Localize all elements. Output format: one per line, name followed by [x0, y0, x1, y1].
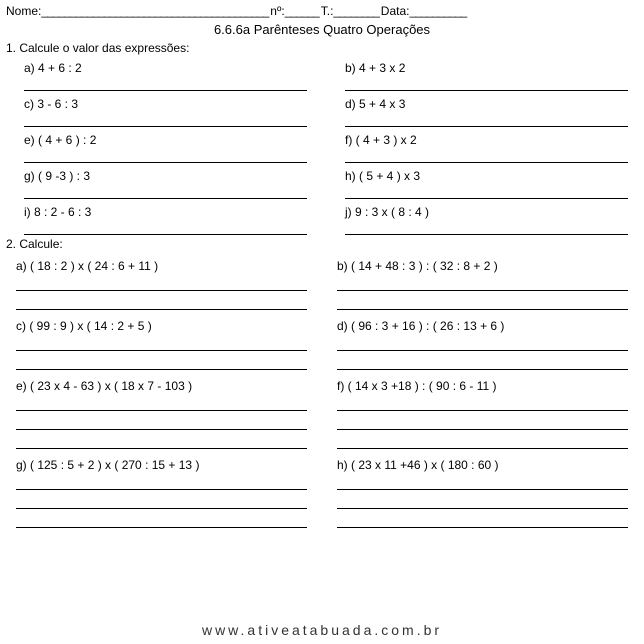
answer-line[interactable] — [337, 294, 628, 310]
answer-line[interactable] — [345, 149, 628, 163]
num-underline: ______ — [285, 4, 319, 18]
answer-line[interactable] — [16, 433, 307, 449]
header-fields: Nome: __________________________________… — [0, 0, 644, 20]
nome-underline: ________________________________________ — [41, 4, 268, 18]
answer-line[interactable] — [16, 395, 307, 411]
answer-line[interactable] — [337, 395, 628, 411]
answer-line[interactable] — [16, 414, 307, 430]
problem-text: d) ( 96 : 3 + 16 ) : ( 26 : 13 + 6 ) — [337, 313, 628, 335]
problem-col: a) 4 + 6 : 2 — [16, 57, 307, 93]
page-title: 6.6.6a Parênteses Quatro Operações — [0, 20, 644, 41]
problem-col: g) ( 9 -3 ) : 3 — [16, 165, 307, 201]
nome-label: Nome: — [6, 4, 41, 18]
problem-row: a) ( 18 : 2 ) x ( 24 : 6 + 11 ) b) ( 14 +… — [16, 253, 628, 313]
t-underline: ________ — [333, 4, 378, 18]
answer-line[interactable] — [337, 474, 628, 490]
problem-row: g) ( 125 : 5 + 2 ) x ( 270 : 15 + 13 ) h)… — [16, 452, 628, 531]
footer-url: www.ativeatabuada.com.br — [0, 622, 644, 638]
problem-row: e) ( 23 x 4 - 63 ) x ( 18 x 7 - 103 ) f) … — [16, 373, 628, 452]
section1-instruction: 1. Calcule o valor das expressões: — [0, 41, 644, 57]
problem-text: d) 5 + 4 x 3 — [337, 93, 628, 113]
problem-col: f) ( 4 + 3 ) x 2 — [337, 129, 628, 165]
problem-col: e) ( 4 + 6 ) : 2 — [16, 129, 307, 165]
t-field[interactable]: T.: ________ — [321, 4, 379, 18]
answer-line[interactable] — [16, 354, 307, 370]
answer-line[interactable] — [337, 275, 628, 291]
problem-col: h) ( 5 + 4 ) x 3 — [337, 165, 628, 201]
problem-text: a) ( 18 : 2 ) x ( 24 : 6 + 11 ) — [16, 253, 307, 275]
problem-text: i) 8 : 2 - 6 : 3 — [16, 201, 307, 221]
answer-line[interactable] — [16, 512, 307, 528]
problem-row: i) 8 : 2 - 6 : 3 j) 9 : 3 x ( 8 : 4 ) — [16, 201, 628, 237]
problem-col: i) 8 : 2 - 6 : 3 — [16, 201, 307, 237]
problem-text: b) ( 14 + 48 : 3 ) : ( 32 : 8 + 2 ) — [337, 253, 628, 275]
problem-col: g) ( 125 : 5 + 2 ) x ( 270 : 15 + 13 ) — [16, 452, 307, 531]
problem-col: d) 5 + 4 x 3 — [337, 93, 628, 129]
answer-line[interactable] — [24, 185, 307, 199]
problem-text: f) ( 14 x 3 +18 ) : ( 90 : 6 - 11 ) — [337, 373, 628, 395]
problem-text: a) 4 + 6 : 2 — [16, 57, 307, 77]
num-label: nº: — [270, 4, 284, 18]
problem-text: g) ( 125 : 5 + 2 ) x ( 270 : 15 + 13 ) — [16, 452, 307, 474]
problem-col: b) ( 14 + 48 : 3 ) : ( 32 : 8 + 2 ) — [337, 253, 628, 313]
problem-text: c) ( 99 : 9 ) x ( 14 : 2 + 5 ) — [16, 313, 307, 335]
answer-line[interactable] — [16, 335, 307, 351]
problem-col: d) ( 96 : 3 + 16 ) : ( 26 : 13 + 6 ) — [337, 313, 628, 373]
problem-text: h) ( 23 x 11 +46 ) x ( 180 : 60 ) — [337, 452, 628, 474]
problem-col: f) ( 14 x 3 +18 ) : ( 90 : 6 - 11 ) — [337, 373, 628, 452]
answer-line[interactable] — [345, 77, 628, 91]
problem-text: b) 4 + 3 x 2 — [337, 57, 628, 77]
answer-line[interactable] — [16, 294, 307, 310]
answer-line[interactable] — [24, 149, 307, 163]
data-label: Data: — [381, 4, 410, 18]
num-field[interactable]: nº: ______ — [270, 4, 318, 18]
problem-col: a) ( 18 : 2 ) x ( 24 : 6 + 11 ) — [16, 253, 307, 313]
problem-row: a) 4 + 6 : 2 b) 4 + 3 x 2 — [16, 57, 628, 93]
answer-line[interactable] — [337, 335, 628, 351]
data-underline: __________ — [409, 4, 466, 18]
section1-problems: a) 4 + 6 : 2 b) 4 + 3 x 2 c) 3 - 6 : 3 d) 5… — [0, 57, 644, 237]
problem-text: e) ( 4 + 6 ) : 2 — [16, 129, 307, 149]
problem-text: f) ( 4 + 3 ) x 2 — [337, 129, 628, 149]
answer-line[interactable] — [16, 493, 307, 509]
data-field[interactable]: Data: __________ — [381, 4, 466, 18]
problem-row: e) ( 4 + 6 ) : 2 f) ( 4 + 3 ) x 2 — [16, 129, 628, 165]
problem-col: c) ( 99 : 9 ) x ( 14 : 2 + 5 ) — [16, 313, 307, 373]
answer-line[interactable] — [24, 221, 307, 235]
answer-line[interactable] — [345, 221, 628, 235]
problem-row: c) 3 - 6 : 3 d) 5 + 4 x 3 — [16, 93, 628, 129]
answer-line[interactable] — [24, 113, 307, 127]
answer-line[interactable] — [16, 474, 307, 490]
problem-col: j) 9 : 3 x ( 8 : 4 ) — [337, 201, 628, 237]
t-label: T.: — [321, 4, 334, 18]
answer-line[interactable] — [24, 77, 307, 91]
problem-text: h) ( 5 + 4 ) x 3 — [337, 165, 628, 185]
problem-text: j) 9 : 3 x ( 8 : 4 ) — [337, 201, 628, 221]
problem-text: g) ( 9 -3 ) : 3 — [16, 165, 307, 185]
answer-line[interactable] — [345, 113, 628, 127]
problem-col: e) ( 23 x 4 - 63 ) x ( 18 x 7 - 103 ) — [16, 373, 307, 452]
answer-line[interactable] — [337, 354, 628, 370]
answer-line[interactable] — [337, 512, 628, 528]
answer-line[interactable] — [345, 185, 628, 199]
section2-instruction: 2. Calcule: — [0, 237, 644, 253]
problem-row: g) ( 9 -3 ) : 3 h) ( 5 + 4 ) x 3 — [16, 165, 628, 201]
problem-col: b) 4 + 3 x 2 — [337, 57, 628, 93]
nome-field[interactable]: Nome: __________________________________… — [6, 4, 268, 18]
problem-row: c) ( 99 : 9 ) x ( 14 : 2 + 5 ) d) ( 96 : … — [16, 313, 628, 373]
problem-text: e) ( 23 x 4 - 63 ) x ( 18 x 7 - 103 ) — [16, 373, 307, 395]
answer-line[interactable] — [337, 433, 628, 449]
problem-col: c) 3 - 6 : 3 — [16, 93, 307, 129]
answer-line[interactable] — [337, 493, 628, 509]
problem-col: h) ( 23 x 11 +46 ) x ( 180 : 60 ) — [337, 452, 628, 531]
problem-text: c) 3 - 6 : 3 — [16, 93, 307, 113]
answer-line[interactable] — [16, 275, 307, 291]
answer-line[interactable] — [337, 414, 628, 430]
section2-problems: a) ( 18 : 2 ) x ( 24 : 6 + 11 ) b) ( 14 +… — [0, 253, 644, 531]
